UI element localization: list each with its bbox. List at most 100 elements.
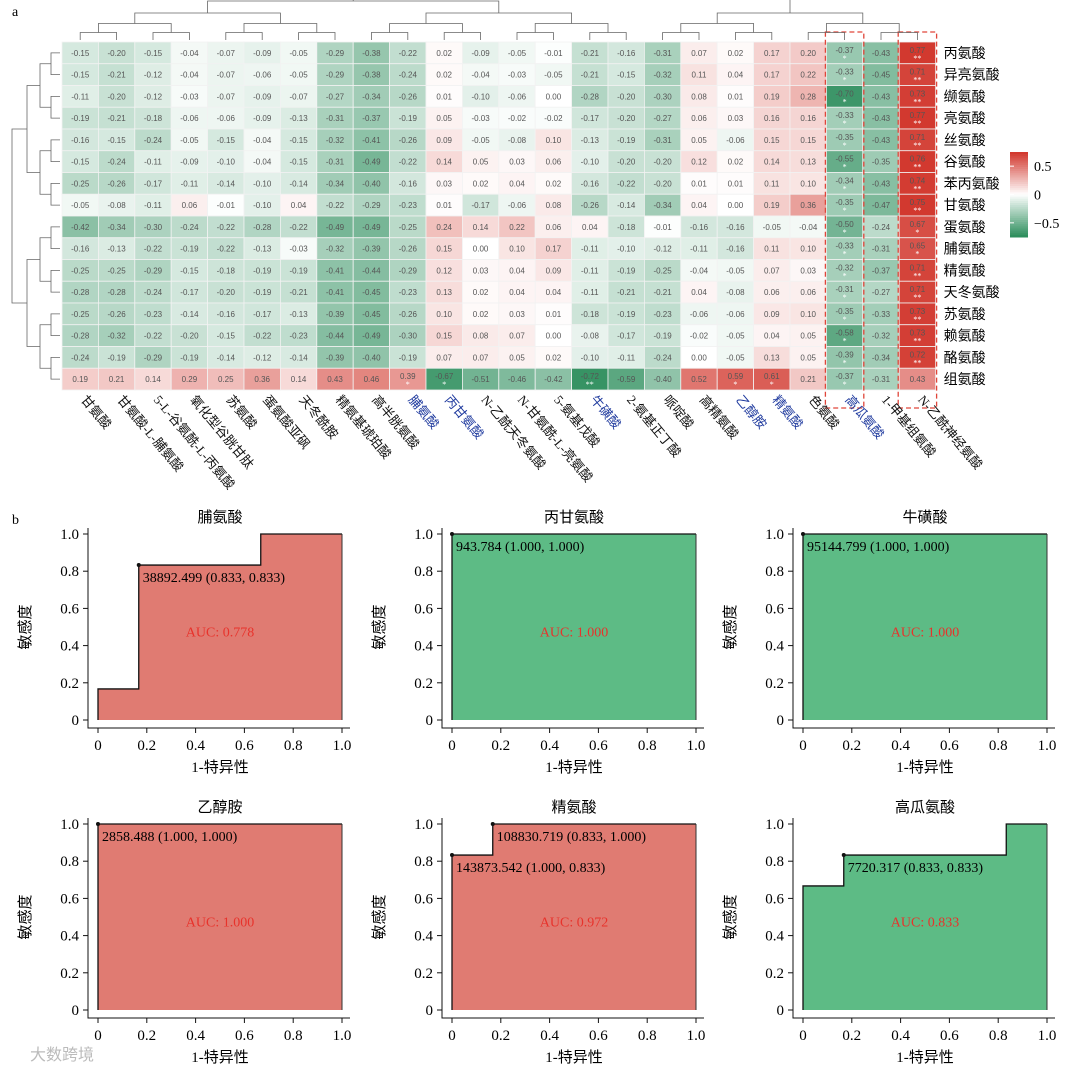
cell-value: -0.05 [763,223,782,232]
cell-value: 0.07 [473,353,489,362]
row-label: 苯丙氨酸 [944,175,1000,192]
cell-value: -0.58 [835,329,854,338]
cell-value: 0.03 [509,158,525,167]
cell-value: 0.14 [436,158,452,167]
y-tick-label: 0.6 [60,601,79,617]
legend-swatch [1010,156,1028,159]
significance-mark: ** [913,271,921,280]
significance-mark: * [406,380,410,389]
x-tick-label: 0.4 [186,738,205,754]
row-dendrogram-branch [39,237,51,282]
cell-value: 0.46 [364,375,380,384]
cell-value: 0.15 [764,136,780,145]
legend-swatch [1010,158,1028,161]
x-tick-label: 0.2 [491,738,510,754]
cell-value: 0.43 [327,375,343,384]
row-label: 酪氨酸 [944,350,986,366]
cell-value: -0.18 [144,114,163,123]
cell-value: -0.21 [653,288,672,297]
cell-value: -0.27 [326,92,345,101]
cell-value: -0.33 [835,68,854,77]
cell-value: -0.13 [289,114,308,123]
legend-swatch [1010,209,1028,212]
legend-swatch [1010,230,1028,234]
significance-mark: * [843,293,847,302]
cutoff-label: 108830.719 (0.833, 1.000) [497,830,647,845]
cell-value: -0.11 [181,179,199,188]
cell-value: 0.08 [546,201,562,210]
cell-value: -0.32 [326,136,345,145]
cell-value: -0.13 [107,245,126,254]
column-dendrogram-branch [680,23,754,33]
roc-panel: 丙甘氨酸 943.784 (1.000, 1.000) AUC: 1.000 0 0.2… [371,509,705,776]
cell-value: -0.12 [144,92,163,101]
cell-value: -0.38 [362,49,381,58]
cell-value: 0.00 [691,353,707,362]
cell-value: -0.22 [617,179,636,188]
row-label: 苏氨酸 [944,307,986,323]
cell-value: -0.28 [71,332,90,341]
cell-value: 0.14 [145,375,161,384]
row-dendrogram-branch [39,324,51,369]
roc-area [452,824,696,1010]
cell-value: -0.34 [653,201,672,210]
cell-value: 0.02 [728,158,744,167]
legend-swatch [1010,152,1028,155]
cell-value: 0.15 [800,136,816,145]
legend-swatch [1010,222,1028,225]
cell-value: 0.01 [728,92,744,101]
cell-value: 0.14 [291,375,307,384]
cell-value: -0.24 [872,223,891,232]
cell-value: 0.05 [436,114,452,123]
column-dendrogram-branch [152,32,190,40]
cell-value: -0.06 [253,71,272,80]
cell-value: 0.77 [910,46,926,55]
significance-mark: * [915,228,919,237]
column-dendrogram-branch [589,32,627,40]
cell-value: -0.26 [581,201,600,210]
cutoff-label: 38892.499 (0.833, 0.833) [143,571,286,586]
legend-swatch [1010,188,1028,191]
significance-mark: * [843,97,847,106]
cutoff-point [450,532,454,536]
cell-value: -0.41 [326,288,345,297]
y-tick-label: 0 [777,713,785,729]
cell-value: -0.22 [289,223,308,232]
cell-value: -0.15 [289,136,308,145]
cell-value: -0.13 [289,310,308,319]
cell-value: 0.13 [764,353,780,362]
cell-value: -0.45 [362,288,381,297]
column-dendrogram-branch [207,0,500,13]
legend-swatch [1010,213,1028,217]
legend-swatch [1010,160,1028,164]
y-tick-label: 1.0 [60,527,79,543]
cell-value: 0.21 [109,375,125,384]
cell-value: -0.11 [690,245,708,254]
x-tick-label: 0.2 [491,1028,510,1044]
cell-value: -0.32 [835,263,854,272]
column-dendrogram-branch [134,12,281,24]
cell-value: -0.11 [71,92,89,101]
x-tick-label: 0.6 [940,1028,959,1044]
legend-swatch [1010,198,1028,202]
cell-value: -0.16 [399,179,418,188]
cell-value: -0.24 [144,288,163,297]
cell-value: -0.35 [872,158,891,167]
cell-value: -0.15 [107,136,126,145]
cell-value: 0.39 [400,372,416,381]
legend-swatch [1010,205,1028,208]
x-tick-label: 0 [448,1028,456,1044]
cell-value: -0.34 [326,179,345,188]
cell-value: -0.06 [508,201,527,210]
cell-value: -0.04 [253,158,272,167]
cell-value: 0.01 [728,179,744,188]
cell-value: -0.49 [362,332,381,341]
axes [87,818,350,1019]
cell-value: -0.24 [107,158,126,167]
auc-label: AUC: 0.972 [540,915,608,930]
panel-label-a: a [12,5,19,20]
cell-value: -0.40 [653,375,672,384]
cell-value: -0.39 [362,245,381,254]
cell-value: 0.14 [473,223,489,232]
cell-value: 0.16 [764,114,780,123]
